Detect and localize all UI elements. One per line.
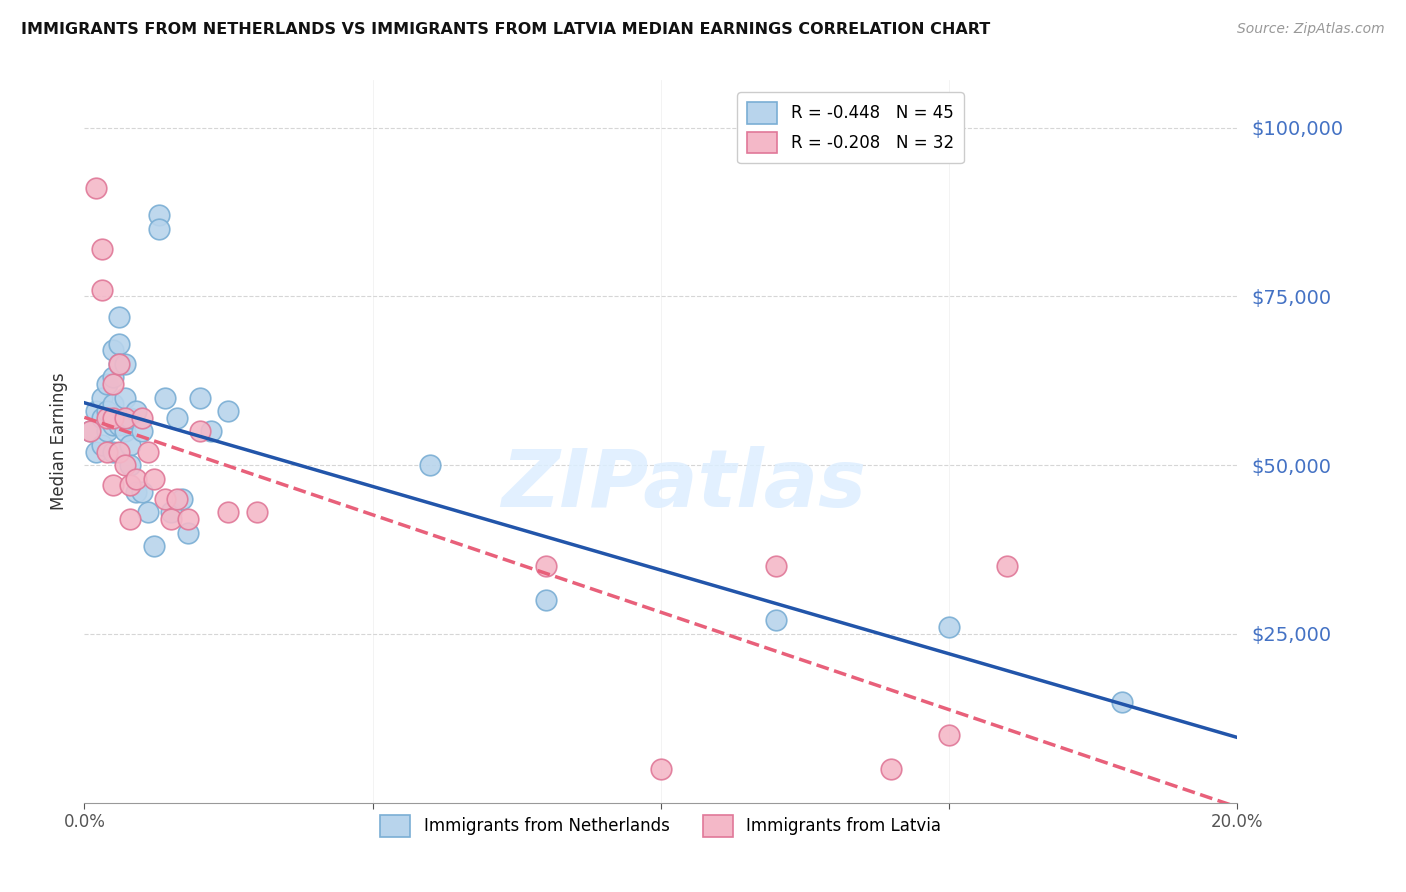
Point (103, 397, 124, 411)
Point (125, 485, 148, 500)
Point (200, 425, 222, 439)
Point (114, 458, 136, 472)
Point (108, 417, 131, 432)
Point (160, 512, 183, 526)
Legend: Immigrants from Netherlands, Immigrants from Latvia: Immigrants from Netherlands, Immigrants … (373, 807, 949, 845)
Point (166, 411, 188, 425)
Point (84, 444, 107, 458)
Point (108, 357, 131, 371)
Point (188, 425, 211, 439)
Point (765, 559, 787, 574)
Point (153, 491, 176, 506)
Point (218, 505, 240, 519)
Point (995, 559, 1018, 574)
Point (136, 505, 159, 519)
Point (419, 458, 441, 472)
Y-axis label: Median Earnings: Median Earnings (51, 373, 69, 510)
Point (103, 417, 124, 432)
Point (142, 472, 165, 486)
Point (172, 491, 194, 506)
Point (153, 391, 176, 405)
Point (938, 728, 960, 742)
Text: Source: ZipAtlas.com: Source: ZipAtlas.com (1237, 22, 1385, 37)
Text: ZIPatlas: ZIPatlas (502, 446, 866, 524)
Point (103, 444, 124, 458)
Point (79, 425, 101, 439)
Point (84, 404, 107, 418)
Point (114, 357, 136, 371)
Point (114, 391, 136, 405)
Point (90, 283, 112, 297)
Point (148, 208, 170, 222)
Point (160, 505, 183, 519)
Point (136, 444, 159, 458)
Point (96, 425, 118, 439)
Point (96, 404, 118, 418)
Point (90, 242, 112, 256)
Point (108, 357, 131, 371)
Point (108, 336, 131, 351)
Point (96, 377, 118, 392)
Point (131, 425, 153, 439)
Point (120, 512, 142, 526)
Point (103, 478, 124, 492)
Point (90, 438, 112, 452)
Point (90, 391, 112, 405)
Point (79, 425, 101, 439)
Point (177, 525, 200, 540)
Point (125, 404, 148, 418)
Point (90, 411, 112, 425)
Point (120, 411, 142, 425)
Point (120, 458, 142, 472)
Point (96, 444, 118, 458)
Point (120, 478, 142, 492)
Point (131, 411, 153, 425)
Point (114, 425, 136, 439)
Point (177, 512, 200, 526)
Point (96, 411, 118, 425)
Point (125, 472, 148, 486)
Point (84, 181, 107, 195)
Point (142, 539, 165, 553)
Point (108, 310, 131, 324)
Point (166, 491, 188, 506)
Point (103, 343, 124, 358)
Point (103, 411, 124, 425)
Point (765, 614, 787, 628)
Point (246, 505, 269, 519)
Point (534, 559, 557, 574)
Point (938, 620, 960, 634)
Point (534, 593, 557, 607)
Point (1111, 694, 1133, 708)
Point (650, 762, 672, 776)
Point (188, 391, 211, 405)
Point (120, 438, 142, 452)
Point (880, 762, 903, 776)
Point (114, 411, 136, 425)
Point (108, 444, 131, 458)
Point (103, 370, 124, 384)
Point (103, 377, 124, 392)
Point (218, 404, 240, 418)
Text: IMMIGRANTS FROM NETHERLANDS VS IMMIGRANTS FROM LATVIA MEDIAN EARNINGS CORRELATIO: IMMIGRANTS FROM NETHERLANDS VS IMMIGRANT… (21, 22, 990, 37)
Point (148, 222, 170, 236)
Point (131, 485, 153, 500)
